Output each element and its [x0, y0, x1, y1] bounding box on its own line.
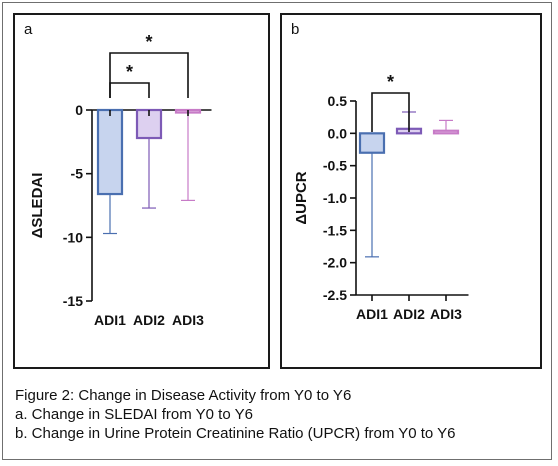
b-x-tick-label: ADI3 [430, 306, 462, 322]
chart-a: 0 -5 -10 -15 ΔSLEDAI ADI1 ADI2 ADI3 * * [29, 32, 212, 328]
a-significance-bracket [109, 82, 150, 98]
a-bar-adi1 [96, 108, 124, 196]
panel-a-letter: a [24, 21, 33, 38]
a-significance-star: * [126, 62, 133, 82]
b-x-tick-label: ADI1 [356, 306, 388, 322]
b-significance-bracket [371, 92, 410, 132]
chart-b: 0.5 0.0 -0.5 -1.0 -1.5 -2.0 -2.5 ΔUPCR ADI1 ADI2 A… [293, 72, 469, 322]
b-y-axis-label: ΔUPCR [293, 171, 310, 224]
a-y-axis-label: ΔSLEDAI [29, 173, 46, 239]
b-y-tick-label: 0.5 [328, 93, 348, 109]
caption-line-3: b. Change in Urine Protein Creatinine Ra… [15, 425, 456, 442]
b-y-tick-label: 0.0 [328, 125, 348, 141]
b-bar-adi1 [358, 132, 386, 154]
b-significance-star: * [387, 72, 394, 92]
b-y-tick-label: -2.0 [323, 255, 347, 271]
b-x-tick-label: ADI2 [393, 306, 425, 322]
a-y-tick-label: -5 [71, 166, 84, 182]
panel-a: a 0 -5 -10 -15 ΔSLEDAI ADI1 ADI2 ADI3 * * [13, 13, 270, 369]
figure-caption: Figure 2: Change in Disease Activity fro… [15, 386, 456, 443]
a-y-tick-label: -10 [63, 229, 83, 245]
b-y-tick-label: -1.0 [323, 190, 347, 206]
a-significance-bracket [109, 52, 189, 98]
panel-b: b 0.5 0.0 -0.5 -1.0 -1.5 -2.0 -2.5 ΔUPCR ADI1 ADI… [280, 13, 542, 369]
a-x-tick-label: ADI1 [94, 312, 126, 328]
b-y-tick-label: -0.5 [323, 158, 347, 174]
a-y-tick-label: 0 [75, 102, 83, 118]
a-x-tick-label: ADI2 [133, 312, 165, 328]
a-y-tick-label: -15 [63, 293, 83, 309]
a-x-tick-label: ADI3 [172, 312, 204, 328]
caption-line-1: Figure 2: Change in Disease Activity fro… [15, 387, 352, 404]
caption-line-2: a. Change in SLEDAI from Y0 to Y6 [15, 406, 253, 423]
b-bar-adi3 [432, 129, 460, 135]
panel-b-letter: b [291, 21, 300, 38]
b-y-tick-label: -1.5 [323, 222, 347, 238]
b-y-tick-label: -2.5 [323, 287, 347, 303]
a-significance-star: * [145, 32, 152, 52]
